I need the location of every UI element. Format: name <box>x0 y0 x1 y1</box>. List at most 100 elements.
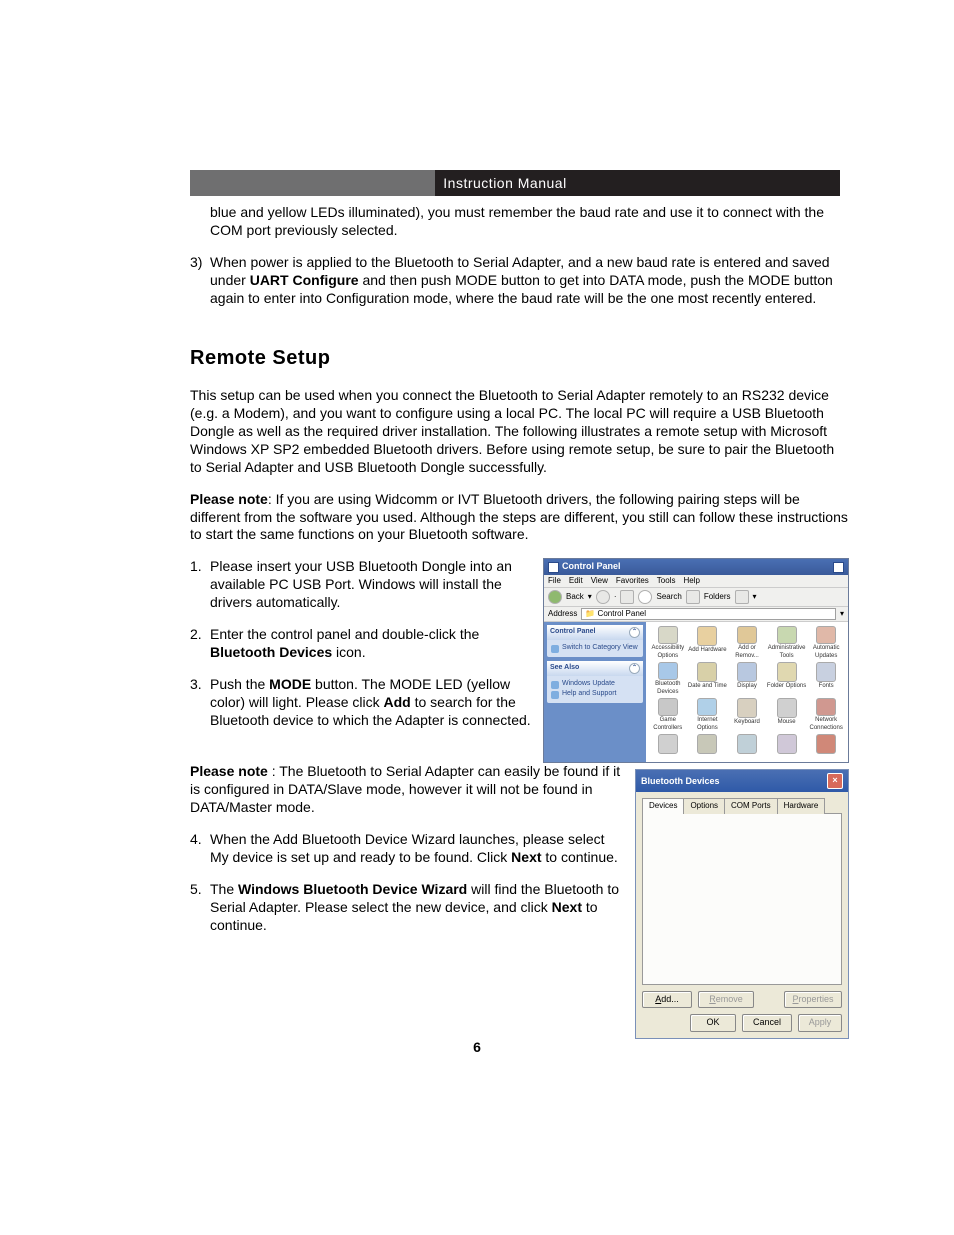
cp-item-icon <box>658 626 678 644</box>
list-text: The Windows Bluetooth Device Wizard will… <box>210 881 625 935</box>
cancel-button[interactable]: Cancel <box>742 1014 792 1032</box>
menu-favorites[interactable]: Favorites <box>616 576 649 586</box>
cp-item-folder-options[interactable]: Folder Options <box>767 662 807 696</box>
cp-icon-grid: Accessibility OptionsAdd HardwareAdd or … <box>646 622 848 762</box>
menu-edit[interactable]: Edit <box>569 576 583 586</box>
text: Push the <box>210 676 269 692</box>
bt-button-row-1: Add... Remove Properties <box>642 991 842 1009</box>
cp-item-display[interactable]: Display <box>727 662 767 696</box>
panel-title: Control Panel <box>550 628 596 637</box>
steps-and-controlpanel: 1. Please insert your USB Bluetooth Dong… <box>190 558 849 763</box>
menu-help[interactable]: Help <box>683 576 699 586</box>
ok-button[interactable]: OK <box>690 1014 736 1032</box>
remove-button[interactable]: Remove <box>698 991 754 1009</box>
bluetooth-devices-screenshot: Bluetooth Devices × Devices Options COM … <box>635 763 849 1038</box>
bt-button-row-2: OK Cancel Apply <box>642 1014 842 1032</box>
link-icon <box>551 681 559 689</box>
bold-next: Next <box>511 849 541 865</box>
cp-item-icon <box>816 662 836 682</box>
cp-body: Control Panel ⌃ Switch to Category View … <box>544 622 848 762</box>
menu-view[interactable]: View <box>591 576 608 586</box>
cp-menubar: File Edit View Favorites Tools Help <box>544 575 848 588</box>
back-icon[interactable] <box>548 590 562 604</box>
list-text: Push the MODE button. The MODE LED (yell… <box>210 676 533 730</box>
cp-item-fonts[interactable]: Fonts <box>806 662 846 696</box>
switch-category-link[interactable]: Switch to Category View <box>551 644 639 653</box>
cp-item-administrative-tools[interactable]: Administrative Tools <box>767 626 807 660</box>
tab-devices[interactable]: Devices <box>642 798 684 813</box>
step-1: 1. Please insert your USB Bluetooth Dong… <box>190 558 533 612</box>
cp-item-icon <box>737 662 757 682</box>
cp-item-label: Game Controllers <box>648 717 688 732</box>
step-3: 3. Push the MODE button. The MODE LED (y… <box>190 676 533 730</box>
cp-item-add-hardware[interactable]: Add Hardware <box>688 626 728 660</box>
cp-item-label: Display <box>737 683 757 691</box>
views-icon[interactable] <box>735 590 749 604</box>
help-support-link[interactable]: Help and Support <box>551 690 639 699</box>
list-text: Please insert your USB Bluetooth Dongle … <box>210 558 533 612</box>
bt-window: Bluetooth Devices × Devices Options COM … <box>635 769 849 1038</box>
cp-item-add-or-remov[interactable]: Add or Remov... <box>727 626 767 660</box>
panel-header[interactable]: Control Panel ⌃ <box>547 625 643 640</box>
close-icon[interactable]: × <box>827 773 843 789</box>
collapse-icon[interactable]: ⌃ <box>629 627 640 638</box>
steps-column-2: Please note : The Bluetooth to Serial Ad… <box>190 763 625 1038</box>
bt-titlebar: Bluetooth Devices × <box>636 770 848 792</box>
folders-label[interactable]: Folders <box>704 592 731 602</box>
cp-panel-control-panel: Control Panel ⌃ Switch to Category View <box>547 625 643 657</box>
cp-item-accessibility-options[interactable]: Accessibility Options <box>648 626 688 660</box>
tab-hardware[interactable]: Hardware <box>777 798 826 813</box>
cp-toolbar: Back ▾ · Search Folders ▾ <box>544 588 848 607</box>
cp-item-label: Network Connections <box>806 717 846 732</box>
cp-item-automatic-updates[interactable]: Automatic Updates <box>806 626 846 660</box>
cp-item-mouse[interactable]: Mouse <box>767 698 807 732</box>
address-field[interactable]: 📁 Control Panel <box>581 608 836 620</box>
folders-icon[interactable] <box>686 590 700 604</box>
collapse-icon[interactable]: ⌃ <box>629 663 640 674</box>
search-label[interactable]: Search <box>656 592 681 602</box>
search-icon[interactable] <box>638 590 652 604</box>
cp-item-date-and-time[interactable]: Date and Time <box>688 662 728 696</box>
intro-continuation: blue and yellow LEDs illuminated), you m… <box>190 204 849 240</box>
bold-mode: MODE <box>269 676 311 692</box>
steps-and-btdevices: Please note : The Bluetooth to Serial Ad… <box>190 763 849 1038</box>
list-number: 3. <box>190 676 210 730</box>
cp-item-icon <box>697 662 717 682</box>
cp-item-keyboard[interactable]: Keyboard <box>727 698 767 732</box>
add-button[interactable]: Add... <box>642 991 692 1009</box>
forward-icon[interactable] <box>596 590 610 604</box>
address-value: 📁 Control Panel <box>585 609 646 618</box>
bold-add: Add <box>384 694 411 710</box>
bold-please-note: Please note <box>190 491 268 507</box>
cp-item-label: Accessibility Options <box>648 645 688 660</box>
up-icon[interactable] <box>620 590 634 604</box>
cp-item-icon <box>777 626 797 644</box>
cp-item-label: Bluetooth Devices <box>648 681 688 696</box>
cp-item-label: Date and Time <box>688 683 727 691</box>
windows-update-link[interactable]: Windows Update <box>551 680 639 689</box>
tab-com-ports[interactable]: COM Ports <box>724 798 778 813</box>
maximize-icon <box>833 562 844 573</box>
tab-options[interactable]: Options <box>683 798 725 813</box>
panel-header[interactable]: See Also ⌃ <box>547 661 643 676</box>
remote-paragraph-1: This setup can be used when you connect … <box>190 387 849 477</box>
cp-item-icon <box>658 662 678 680</box>
control-panel-window: Control Panel File Edit View Favorites T… <box>543 558 849 763</box>
properties-button[interactable]: Properties <box>784 991 842 1009</box>
control-panel-screenshot: Control Panel File Edit View Favorites T… <box>543 558 849 763</box>
back-label[interactable]: Back <box>566 592 584 602</box>
cp-item-internet-options[interactable]: Internet Options <box>688 698 728 732</box>
cp-item-game-controllers[interactable]: Game Controllers <box>648 698 688 732</box>
cp-titlebar: Control Panel <box>544 559 848 575</box>
cp-item-label: Fonts <box>819 683 834 691</box>
section-heading-remote-setup: Remote Setup <box>190 346 849 372</box>
intro-item-3: 3) When power is applied to the Bluetoot… <box>190 254 849 308</box>
go-dropdown-icon[interactable]: ▾ <box>840 609 844 619</box>
cp-item-bluetooth-devices[interactable]: Bluetooth Devices <box>648 662 688 696</box>
menu-file[interactable]: File <box>548 576 561 586</box>
cp-item-network-connections[interactable]: Network Connections <box>806 698 846 732</box>
menu-tools[interactable]: Tools <box>657 576 676 586</box>
apply-button[interactable]: Apply <box>798 1014 842 1032</box>
cp-item-label: Keyboard <box>734 719 760 727</box>
bold-please-note: Please note <box>190 763 268 779</box>
